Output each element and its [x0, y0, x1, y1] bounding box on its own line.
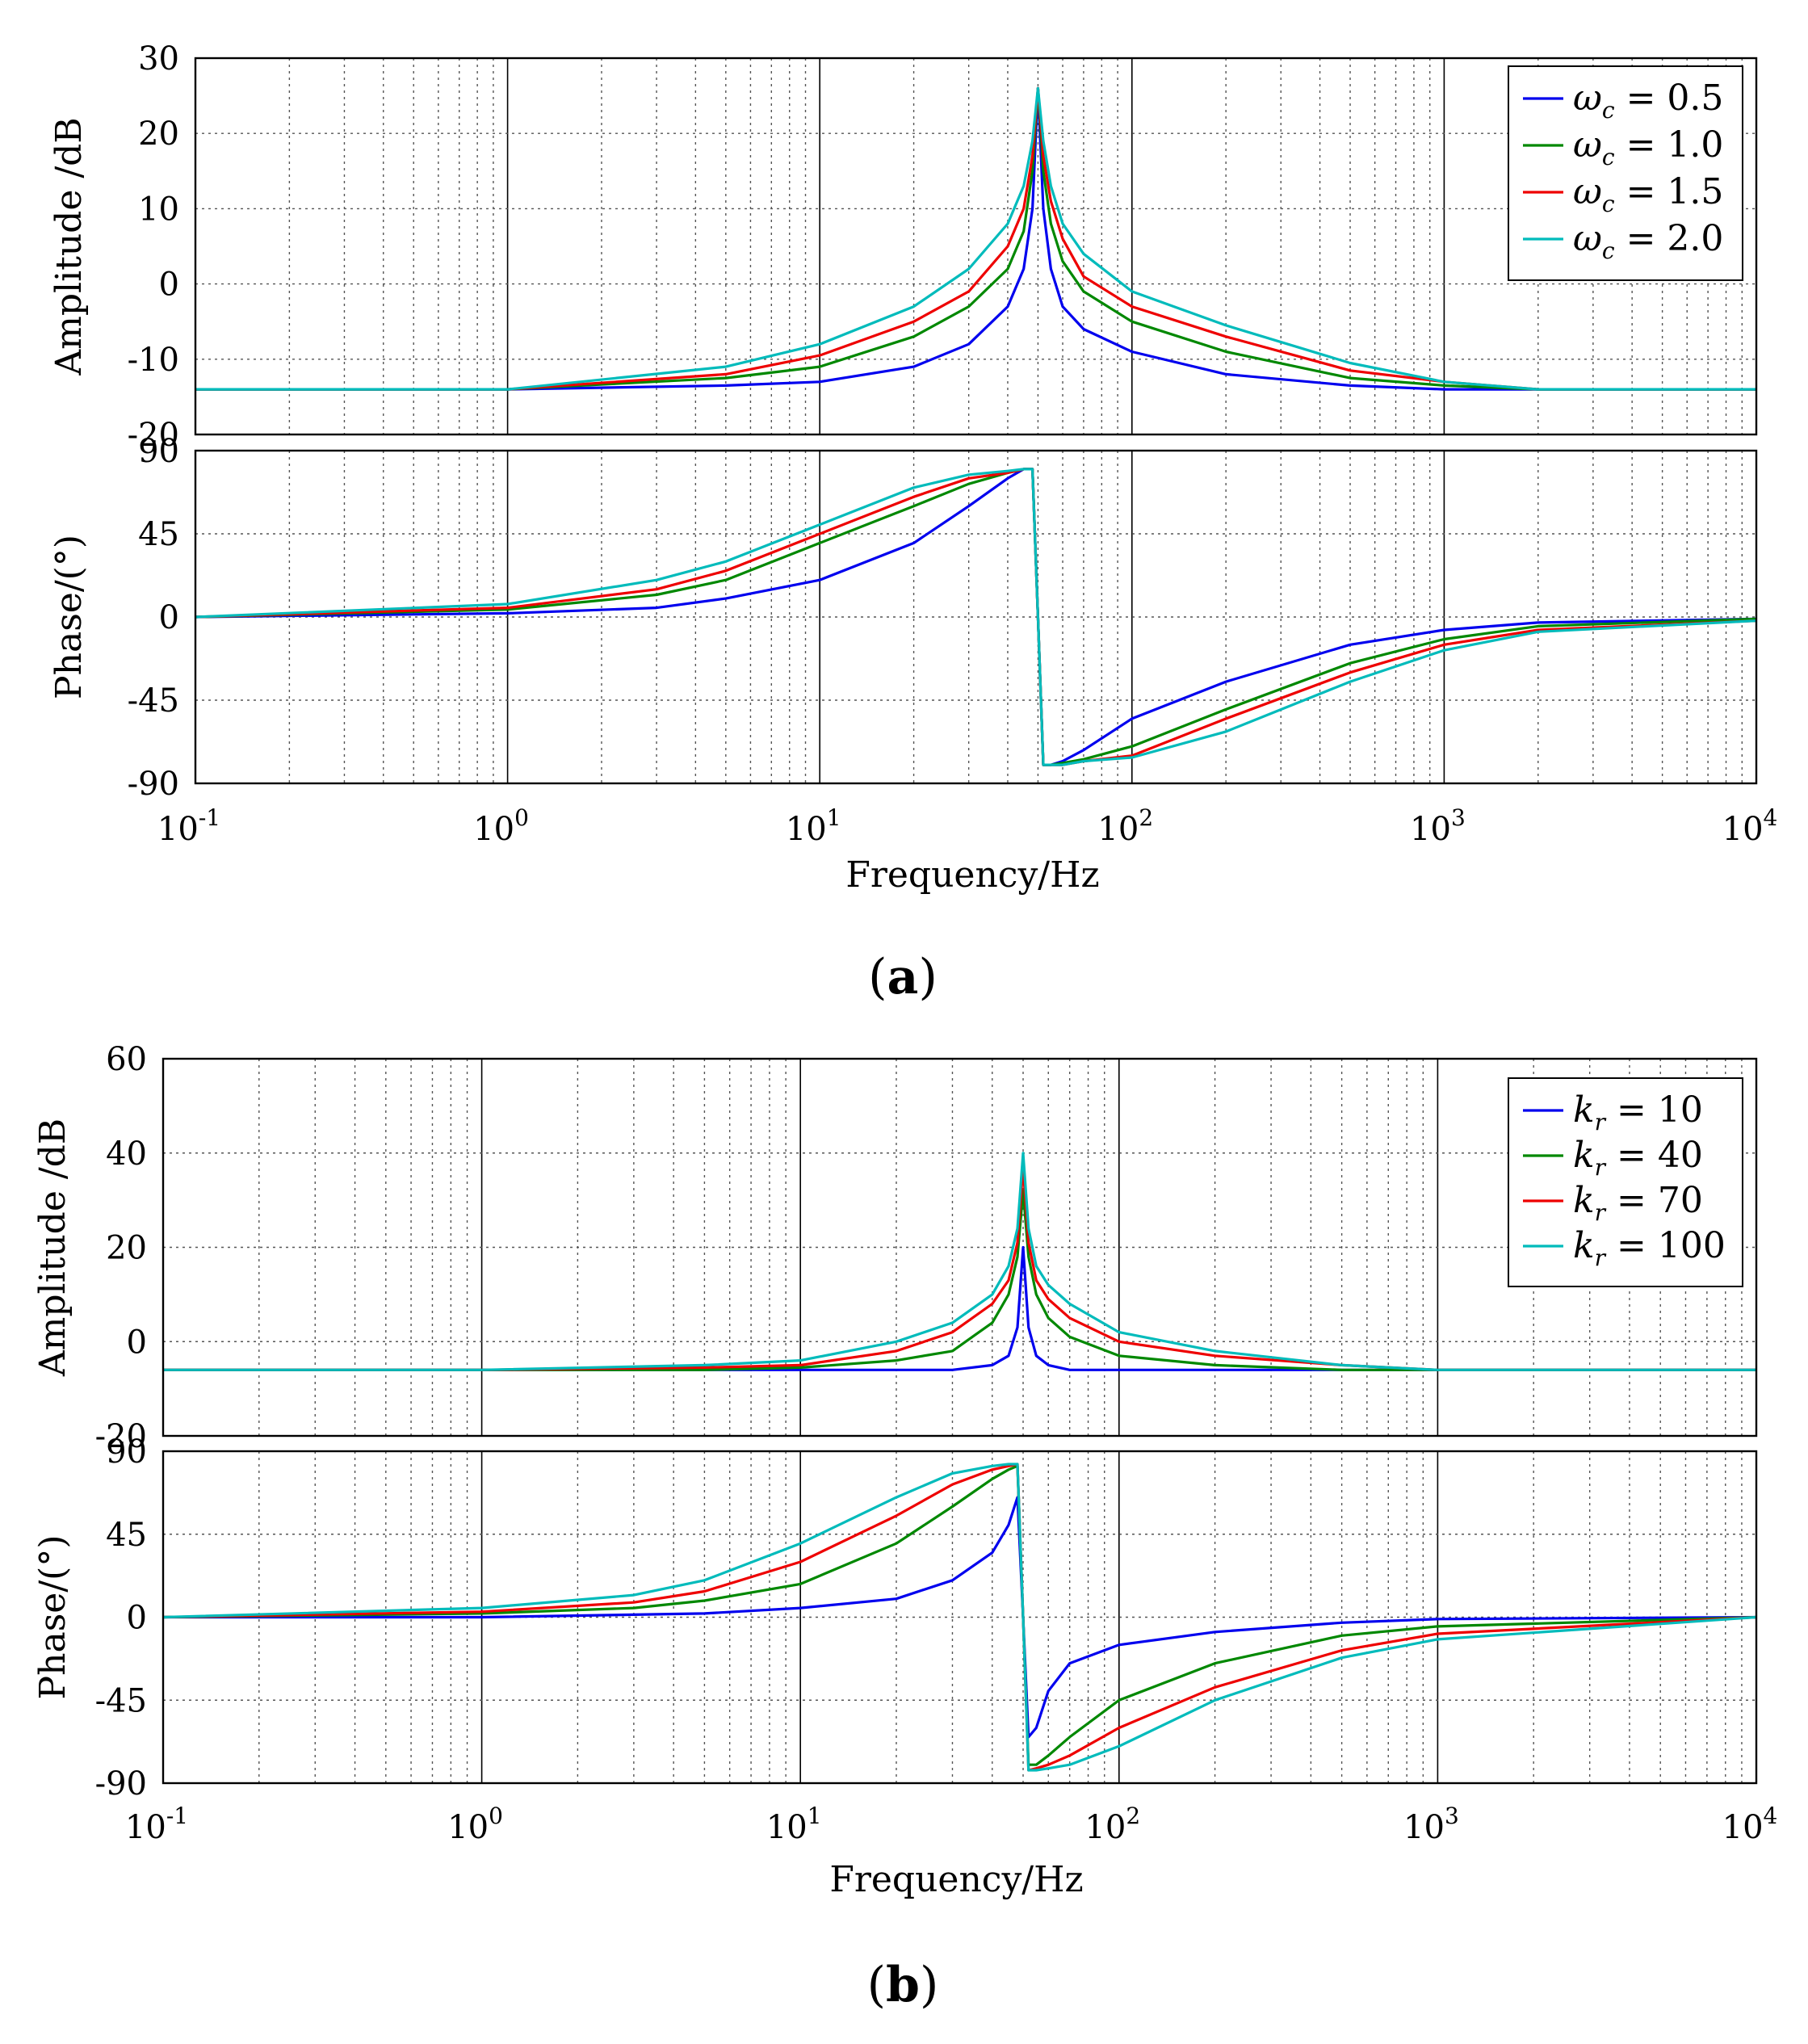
x-tick-label: 100: [447, 1803, 503, 1846]
phase-subplot: 90 45 0 -45 -90 Phase/(°): [32, 1433, 1758, 1803]
y-tick-label: 0: [159, 599, 179, 636]
y-tick-label: 90: [106, 1433, 147, 1471]
legend-box: [1508, 65, 1743, 281]
series-line-4: [195, 468, 1756, 766]
y-axis-label: Phase/(°): [32, 1535, 73, 1700]
legend-entry: ωc = 0.5: [1573, 78, 1723, 124]
y-tick-label: -45: [95, 1682, 147, 1719]
x-tick-label: 104: [1722, 804, 1778, 848]
y-tick-label: -20: [95, 1418, 147, 1455]
y-axis-label: Amplitude /dB: [48, 117, 90, 376]
x-tick-label: 100: [473, 804, 529, 848]
x-tick-label: 10-1: [157, 804, 220, 848]
series-line-4: [163, 1152, 1756, 1371]
y-tick-label: 10: [138, 191, 179, 228]
panel-caption: (a): [868, 949, 938, 1005]
y-tick-label: 60: [106, 1041, 147, 1078]
series-line-2: [163, 1464, 1756, 1766]
legend-entry: ωc = 1.5: [1573, 171, 1723, 217]
legend-entry: kr = 70: [1573, 1180, 1703, 1226]
y-tick-label: -90: [95, 1765, 147, 1803]
x-axis-label: Frequency/Hz: [829, 1859, 1083, 1900]
y-tick-label: 30: [138, 40, 179, 78]
legend: ωc = 0.5ωc = 1.0ωc = 1.5ωc = 2.0: [1508, 65, 1743, 281]
y-tick-label: 40: [106, 1135, 147, 1173]
x-tick-label: 10-1: [125, 1803, 188, 1846]
x-tick-label: 103: [1403, 1803, 1459, 1846]
y-tick-label: 45: [138, 516, 179, 553]
y-tick-label: -90: [128, 766, 179, 803]
y-tick-label: 20: [106, 1230, 147, 1267]
phase-subplot: 90 45 0 -45 -90 Phase/(°): [48, 433, 1758, 803]
y-tick-label: -45: [128, 682, 179, 720]
series-line-4: [163, 1463, 1756, 1772]
y-tick-label: 0: [127, 1324, 147, 1361]
y-tick-label: 90: [138, 433, 179, 470]
plot-frame: [162, 1450, 1758, 1785]
x-tick-label: 102: [1097, 804, 1153, 848]
legend-box: [1508, 1077, 1743, 1287]
series-line-2: [163, 1189, 1756, 1371]
panel-caption: (b): [867, 1957, 939, 2013]
y-tick-label: 20: [138, 115, 179, 153]
x-axis-label: Frequency/Hz: [845, 854, 1099, 896]
legend-entry: ωc = 2.0: [1573, 218, 1723, 264]
legend-entry: kr = 100: [1573, 1225, 1726, 1271]
y-tick-label: 45: [106, 1517, 147, 1554]
plot-frame: [162, 1057, 1758, 1438]
series-line-1: [163, 1245, 1756, 1371]
y-axis-label: Phase/(°): [48, 535, 90, 699]
y-axis-label: Amplitude /dB: [32, 1119, 73, 1377]
legend-entry: ωc = 1.0: [1573, 124, 1723, 170]
x-tick-label: 101: [786, 804, 841, 848]
x-tick-label: 101: [766, 1803, 822, 1846]
y-tick-label: 0: [159, 267, 179, 304]
plot-frame: [194, 449, 1758, 785]
grid: [195, 451, 1756, 783]
x-tick-label: 103: [1410, 804, 1466, 848]
x-tick-label: 102: [1084, 1803, 1140, 1846]
x-tick-label: 104: [1722, 1803, 1778, 1846]
legend-entry: kr = 10: [1573, 1089, 1703, 1135]
plot-frame: [194, 57, 1758, 436]
y-tick-label: -20: [128, 417, 179, 454]
y-tick-label: -10: [128, 342, 179, 379]
legend-entry: kr = 40: [1573, 1135, 1703, 1181]
series-line-4: [195, 86, 1756, 391]
y-tick-label: 0: [127, 1600, 147, 1637]
